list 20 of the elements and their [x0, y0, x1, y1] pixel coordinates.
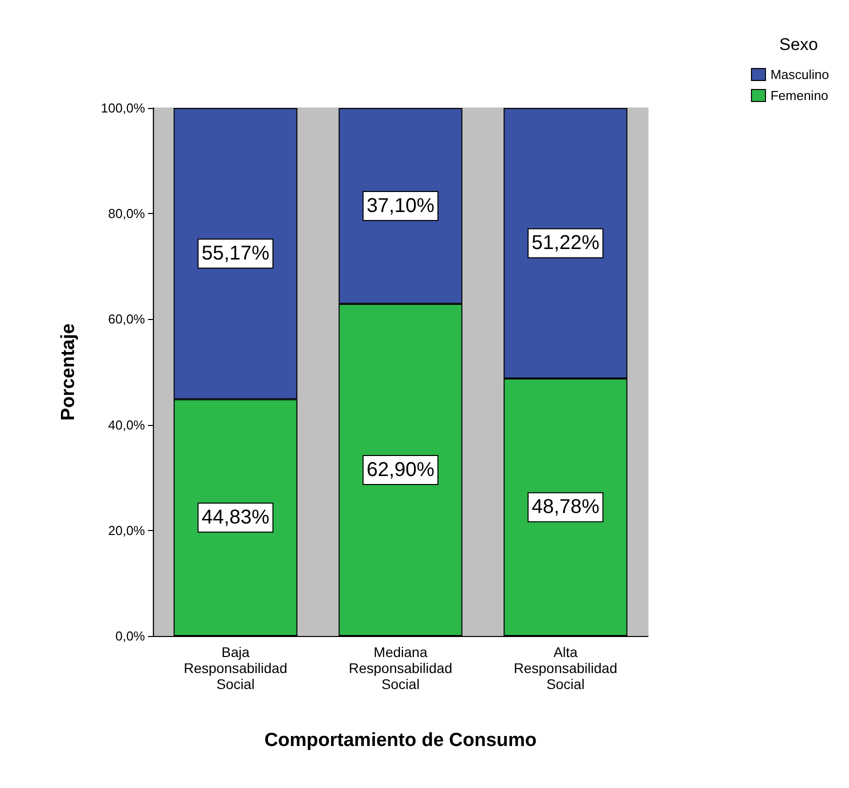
legend-label: Femenino [770, 88, 828, 103]
data-label: 44,83% [202, 506, 270, 529]
x-tick-label: Baja Responsabilidad Social [184, 644, 288, 692]
y-tick-label: 20,0% [108, 522, 146, 538]
y-tick-label: 0,0% [115, 628, 146, 644]
y-tick-label: 80,0% [108, 206, 146, 222]
x-tick-label: Mediana Responsabilidad Social [348, 644, 452, 692]
legend-label: Masculino [770, 67, 830, 82]
legend-title: Sexo [779, 35, 818, 54]
data-label: 55,17% [202, 242, 270, 265]
y-tick-label: 40,0% [108, 417, 146, 432]
data-label: 62,90% [366, 458, 435, 481]
y-tick-label: 60,0% [108, 312, 146, 327]
y-tick-label: 100,0% [100, 100, 146, 116]
data-label: 37,10% [366, 194, 435, 217]
data-label: 51,22% [532, 232, 600, 254]
y-axis-title: Porcentaje [58, 323, 79, 421]
x-tick-label: Alta Responsabilidad Social [514, 644, 618, 692]
data-label: 48,78% [532, 496, 600, 518]
x-axis-title: Comportamiento de Consumo [264, 730, 537, 751]
